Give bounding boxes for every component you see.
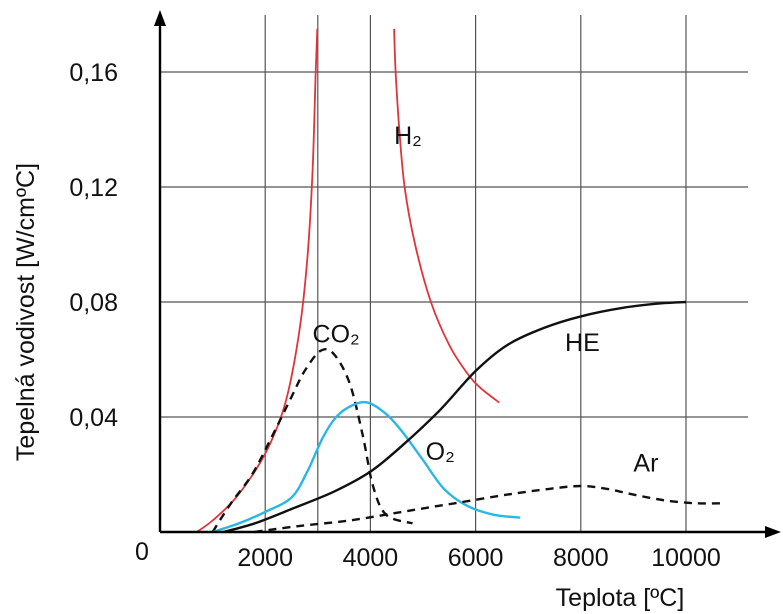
- series-label-ar: Ar: [633, 450, 658, 478]
- series-label-h: H₂: [394, 122, 422, 150]
- series-label-co: CO₂: [313, 320, 360, 348]
- series-label-he: HE: [565, 329, 600, 357]
- series-line-h: [196, 28, 319, 533]
- y-tick-label: 0,16: [69, 59, 118, 87]
- y-axis-title: Tepelná vodivost [W/cmºC]: [12, 163, 40, 461]
- series-line-o: [212, 400, 521, 534]
- axes-layer: [154, 10, 781, 538]
- x-axis-arrow-icon: [765, 526, 781, 538]
- y-tick-label: 0,04: [69, 404, 118, 432]
- origin-label: 0: [135, 538, 149, 566]
- x-tick-label: 6000: [448, 544, 504, 572]
- series-labels: H₂ CO₂ O₂ HE Ar: [313, 122, 659, 478]
- series-line-co: [211, 347, 413, 533]
- x-axis-title: Teplota [ºC]: [556, 584, 685, 612]
- series-layer: [196, 28, 723, 534]
- series-line-he: [222, 300, 687, 534]
- x-tick-label: 4000: [343, 544, 399, 572]
- y-tick-label: 0,08: [69, 289, 118, 317]
- series-line-h: [393, 28, 500, 404]
- series-label-o: O₂: [426, 438, 455, 466]
- x-tick-label: 2000: [237, 544, 293, 572]
- x-tick-label: 10000: [651, 544, 721, 572]
- y-tick-label: 0,12: [69, 174, 118, 202]
- y-axis-arrow-icon: [154, 10, 166, 26]
- tick-labels: 2000 4000 6000 8000 10000 0,04 0,08 0,12 0,16: [69, 59, 720, 572]
- series-line-ar: [254, 484, 723, 534]
- x-tick-label: 8000: [553, 544, 609, 572]
